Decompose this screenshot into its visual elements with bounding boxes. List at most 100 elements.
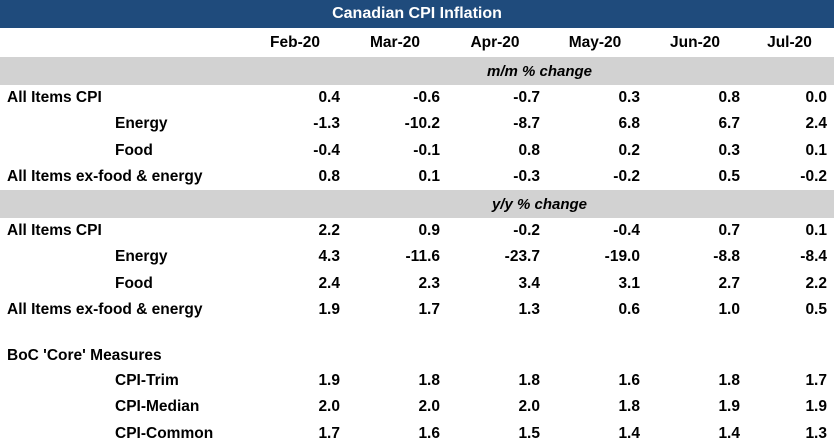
cell-value: -19.0 (604, 248, 640, 266)
spacer-row (0, 323, 834, 344)
cell-value: -0.2 (800, 167, 827, 185)
table-row-yy-all-items-cpi: All Items CPI 2.2 0.9 -0.2 -0.4 0.7 0.1 (0, 218, 834, 244)
cell-value: 0.2 (618, 141, 640, 159)
cell-value: -0.2 (613, 167, 640, 185)
cell-value: -0.1 (413, 141, 440, 159)
cell-value: -8.7 (513, 115, 540, 133)
cell-value: 2.0 (518, 398, 540, 416)
cell-value: -0.7 (513, 89, 540, 107)
column-header-apr-20: Apr-20 (470, 33, 520, 51)
band-spacer (0, 190, 245, 218)
cell-value: 0.8 (518, 141, 540, 159)
cell-value: 0.3 (618, 89, 640, 107)
cell-value: 0.5 (805, 300, 827, 318)
core-measures-heading: BoC 'Core' Measures (7, 347, 162, 364)
cell-value: 0.1 (418, 167, 440, 185)
cell-value: -8.8 (713, 248, 740, 266)
column-header-jul-20: Jul-20 (767, 33, 812, 51)
cell-value: -1.3 (313, 115, 340, 133)
cell-value: -0.4 (313, 141, 340, 159)
row-label: CPI-Trim (115, 372, 179, 390)
band-spacer (0, 57, 245, 85)
cell-value: 2.0 (418, 398, 440, 416)
cell-value: 2.0 (318, 398, 340, 416)
cell-value: 1.9 (318, 372, 340, 390)
table-row-mm-food: Food -0.4 -0.1 0.8 0.2 0.3 0.1 (0, 138, 834, 164)
band-label-yy-change: y/y % change (491, 195, 588, 213)
column-header-mar-20: Mar-20 (370, 33, 420, 51)
cell-value: 3.4 (518, 274, 540, 292)
cell-value: -8.4 (800, 248, 827, 266)
cell-value: 1.4 (618, 424, 640, 442)
cell-value: 0.6 (618, 300, 640, 318)
table-row-mm-energy: Energy -1.3 -10.2 -8.7 6.8 6.7 2.4 (0, 111, 834, 137)
cell-value: 1.3 (805, 424, 827, 442)
table-row-cpi-median: CPI-Median 2.0 2.0 2.0 1.8 1.9 1.9 (0, 394, 834, 420)
row-label: Food (115, 274, 153, 292)
core-measures-heading-row: BoC 'Core' Measures (0, 344, 834, 368)
cell-value: 0.3 (718, 141, 740, 159)
cell-value: 1.7 (805, 372, 827, 390)
table-row-yy-energy: Energy 4.3 -11.6 -23.7 -19.0 -8.8 -8.4 (0, 244, 834, 270)
cell-value: 1.4 (718, 424, 740, 442)
cell-value: -11.6 (405, 248, 440, 266)
cell-value: 1.5 (518, 424, 540, 442)
cell-value: 1.0 (718, 300, 740, 318)
corner-cell (0, 28, 245, 57)
column-header-feb-20: Feb-20 (270, 33, 320, 51)
section-band-mm: m/m % change (0, 57, 834, 85)
table-row-cpi-common: CPI-Common 1.7 1.6 1.5 1.4 1.4 1.3 (0, 421, 834, 447)
cell-value: 0.4 (318, 89, 340, 107)
cell-value: 1.9 (718, 398, 740, 416)
cell-value: 1.9 (318, 300, 340, 318)
table-row-cpi-trim: CPI-Trim 1.9 1.8 1.8 1.6 1.8 1.7 (0, 368, 834, 394)
row-label: Food (115, 141, 153, 159)
row-label: All Items ex-food & energy (7, 167, 203, 185)
cell-value: 2.2 (318, 222, 340, 240)
cell-value: 6.8 (618, 115, 640, 133)
cell-value: 4.3 (318, 248, 340, 266)
table-row-yy-ex-food-energy: All Items ex-food & energy 1.9 1.7 1.3 0… (0, 297, 834, 323)
table-title: Canadian CPI Inflation (332, 5, 502, 22)
cell-value: 0.1 (805, 222, 827, 240)
cell-value: -23.7 (504, 248, 540, 266)
cell-value: 2.2 (805, 274, 827, 292)
column-header-row: Feb-20 Mar-20 Apr-20 May-20 Jun-20 Jul-2… (0, 28, 834, 57)
row-label: Energy (115, 115, 168, 133)
cell-value: 1.8 (718, 372, 740, 390)
cell-value: 0.7 (718, 222, 740, 240)
cell-value: 2.4 (318, 274, 340, 292)
row-label: All Items CPI (7, 89, 102, 107)
cell-value: 1.7 (318, 424, 340, 442)
table-row-mm-all-items-cpi: All Items CPI 0.4 -0.6 -0.7 0.3 0.8 0.0 (0, 85, 834, 111)
cell-value: 3.1 (618, 274, 640, 292)
cell-value: 2.7 (718, 274, 740, 292)
row-label: CPI-Common (115, 424, 214, 442)
cell-value: 0.1 (805, 141, 827, 159)
cell-value: 1.8 (418, 372, 440, 390)
cell-value: 1.7 (418, 300, 440, 318)
table-row-yy-food: Food 2.4 2.3 3.4 3.1 2.7 2.2 (0, 271, 834, 297)
table-row-mm-ex-food-energy: All Items ex-food & energy 0.8 0.1 -0.3 … (0, 164, 834, 190)
cell-value: 0.8 (718, 89, 740, 107)
cell-value: 0.9 (418, 222, 440, 240)
cell-value: 0.5 (718, 167, 740, 185)
band-label-mm-change: m/m % change (486, 62, 593, 80)
cell-value: 1.3 (518, 300, 540, 318)
cell-value: 6.7 (718, 115, 740, 133)
cell-value: 1.8 (618, 398, 640, 416)
column-header-jun-20: Jun-20 (670, 33, 720, 51)
table-title-bar: Canadian CPI Inflation (0, 0, 834, 28)
cell-value: 2.4 (805, 115, 827, 133)
cell-value: 0.8 (318, 167, 340, 185)
cell-value: -0.2 (513, 222, 540, 240)
cell-value: 0.0 (805, 89, 827, 107)
column-header-may-20: May-20 (568, 33, 622, 51)
row-label: All Items ex-food & energy (7, 300, 203, 318)
section-band-yy: y/y % change (0, 190, 834, 218)
cell-value: 2.3 (418, 274, 440, 292)
cell-value: -0.3 (513, 167, 540, 185)
row-label: CPI-Median (115, 398, 200, 416)
cell-value: 1.6 (418, 424, 440, 442)
